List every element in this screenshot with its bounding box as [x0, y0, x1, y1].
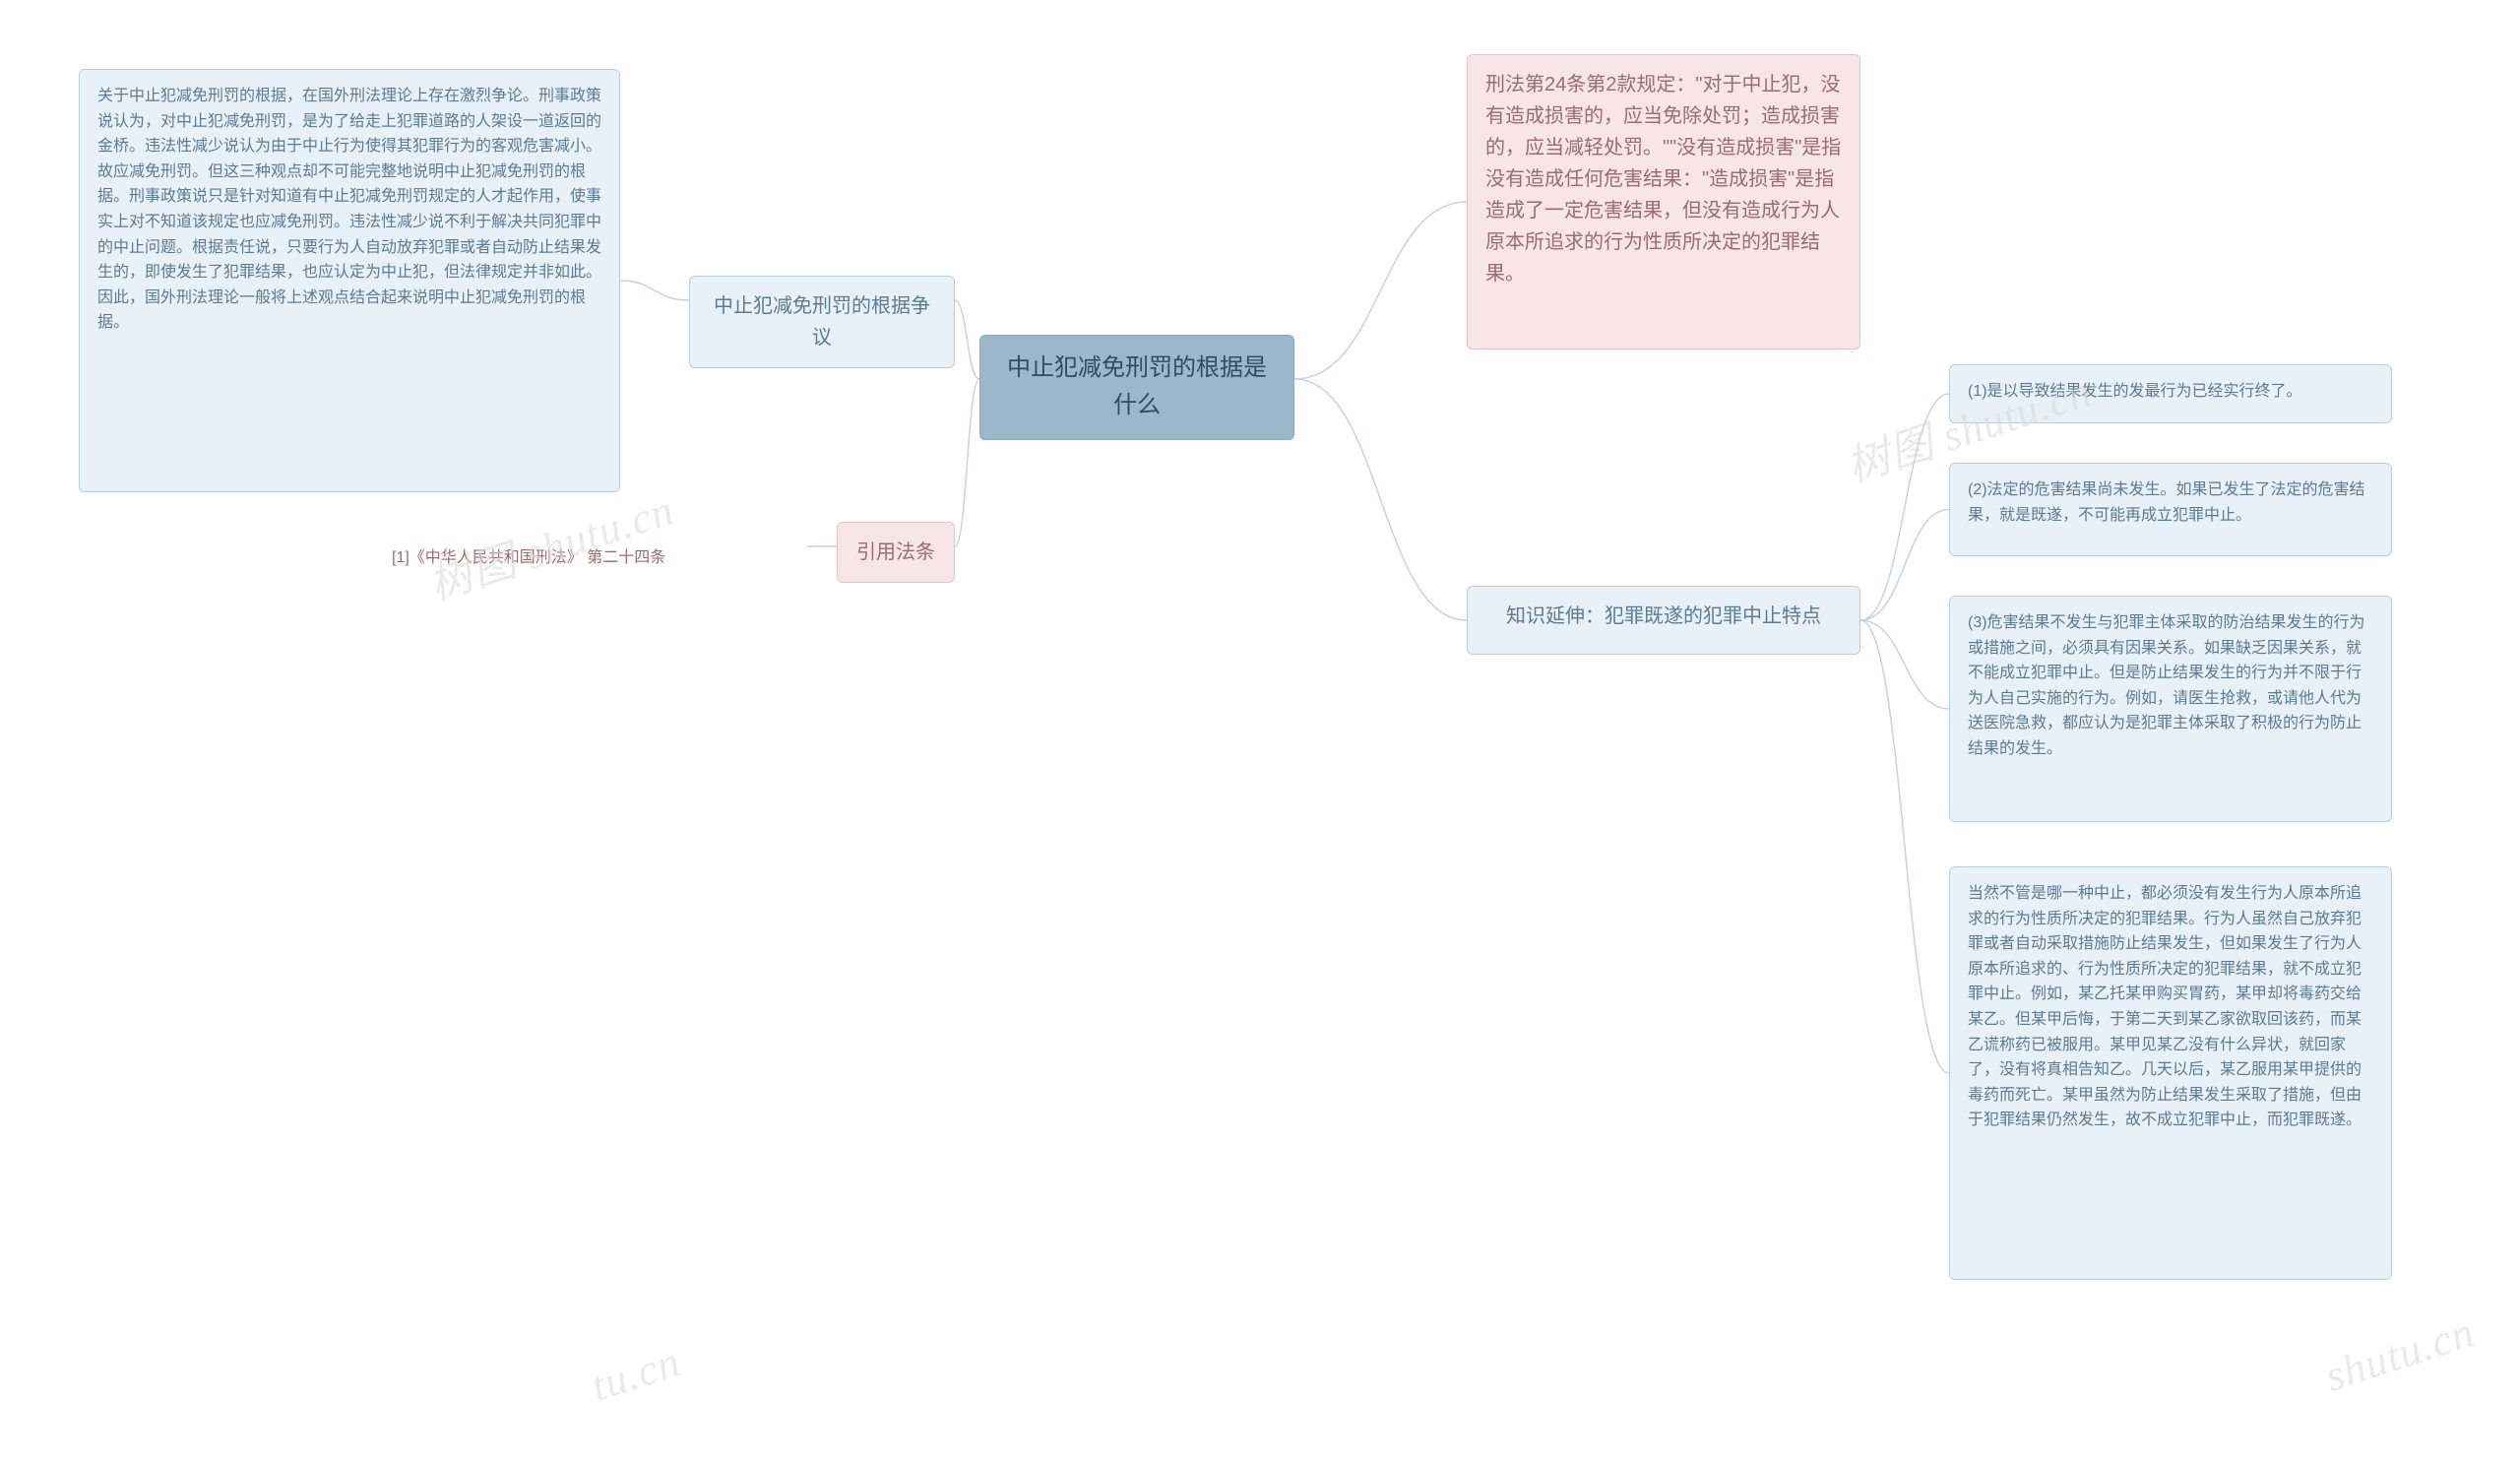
right-leaf-1-1: (2)法定的危害结果尚未发生。如果已发生了法定的危害结果，就是既遂，不可能再成立… [1949, 463, 2392, 556]
right-leaf-1-2: (3)危害结果不发生与犯罪主体采取的防治结果发生的行为或措施之间，必须具有因果关… [1949, 596, 2392, 822]
left-leaf-1-0: [1]《中华人民共和国刑法》 第二十四条 [374, 532, 807, 585]
left-branch-0: 中止犯减免刑罚的根据争议 [689, 276, 955, 368]
right-branch-1: 知识延伸：犯罪既遂的犯罪中止特点 [1467, 586, 1860, 655]
left-branch-1: 引用法条 [837, 522, 955, 583]
left-leaf-0-0: 关于中止犯减免刑罚的根据，在国外刑法理论上存在激烈争论。刑事政策说认为，对中止犯… [79, 69, 620, 492]
right-leaf-1-3: 当然不管是哪一种中止，都必须没有发生行为人原本所追求的行为性质所决定的犯罪结果。… [1949, 866, 2392, 1280]
right-branch-0: 刑法第24条第2款规定："对于中止犯，没有造成损害的，应当免除处罚；造成损害的，… [1467, 54, 1860, 350]
watermark-3: shutu.cn [2319, 1306, 2481, 1402]
root-node: 中止犯减免刑罚的根据是什么 [979, 335, 1294, 440]
watermark-2: tu.cn [585, 1336, 686, 1412]
right-leaf-1-0: (1)是以导致结果发生的发最行为已经实行终了。 [1949, 364, 2392, 423]
